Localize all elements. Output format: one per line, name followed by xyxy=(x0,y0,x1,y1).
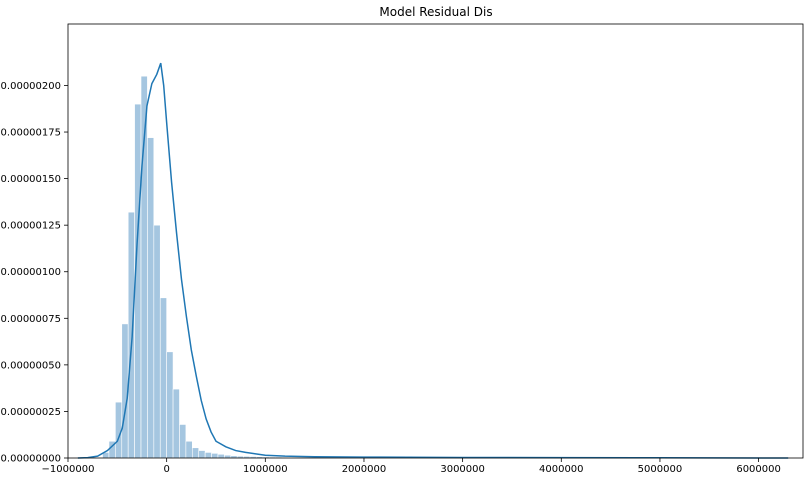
y-tick-label: 0.00000075 xyxy=(1,314,61,325)
histogram-bar xyxy=(166,351,174,459)
y-tick-label: 0.00000050 xyxy=(1,360,61,371)
histogram-bars xyxy=(102,75,777,459)
x-tick-label: 3000000 xyxy=(440,464,485,475)
chart-title: Model Residual Dis xyxy=(379,5,492,19)
histogram-bar xyxy=(172,388,180,459)
y-tick-label: 0.00000150 xyxy=(1,174,61,185)
kde-line xyxy=(77,62,789,459)
y-tick-label: 0.00000000 xyxy=(1,454,61,465)
y-axis: 0.00000000 0.00000025 0.00000050 0.00000075… xyxy=(1,81,68,465)
x-axis: −1000000 0 1000000 2000000 3000000 4000000 500… xyxy=(42,458,781,475)
histogram-bar xyxy=(198,450,206,459)
histogram-bar xyxy=(192,447,200,459)
x-tick-label: 2000000 xyxy=(342,464,387,475)
x-tick-label: 4000000 xyxy=(539,464,584,475)
x-tick-label: 5000000 xyxy=(638,464,683,475)
y-tick-label: 0.00000175 xyxy=(1,128,61,139)
plot-frame xyxy=(67,23,804,459)
x-tick-label: 1000000 xyxy=(243,464,288,475)
histogram-bar xyxy=(224,454,232,459)
histogram-bar xyxy=(159,297,167,459)
histogram-bar xyxy=(211,453,219,459)
x-tick-label: 0 xyxy=(163,464,169,475)
histogram-bar xyxy=(204,452,212,459)
x-tick-label: 6000000 xyxy=(736,464,781,475)
histogram-bar xyxy=(127,211,135,459)
y-tick-label: 0.00000200 xyxy=(1,81,61,92)
histogram-bar xyxy=(217,453,225,459)
x-tick-label: −1000000 xyxy=(42,464,95,475)
histogram-bar xyxy=(153,224,161,459)
y-tick-label: 0.00000125 xyxy=(1,221,61,232)
kde-curve-group xyxy=(77,62,789,459)
histogram-bar xyxy=(179,424,187,459)
y-tick-label: 0.00000100 xyxy=(1,267,61,278)
y-tick-label: 0.00000025 xyxy=(1,407,61,418)
histogram-bar xyxy=(185,440,193,459)
histogram-bar xyxy=(147,137,155,459)
